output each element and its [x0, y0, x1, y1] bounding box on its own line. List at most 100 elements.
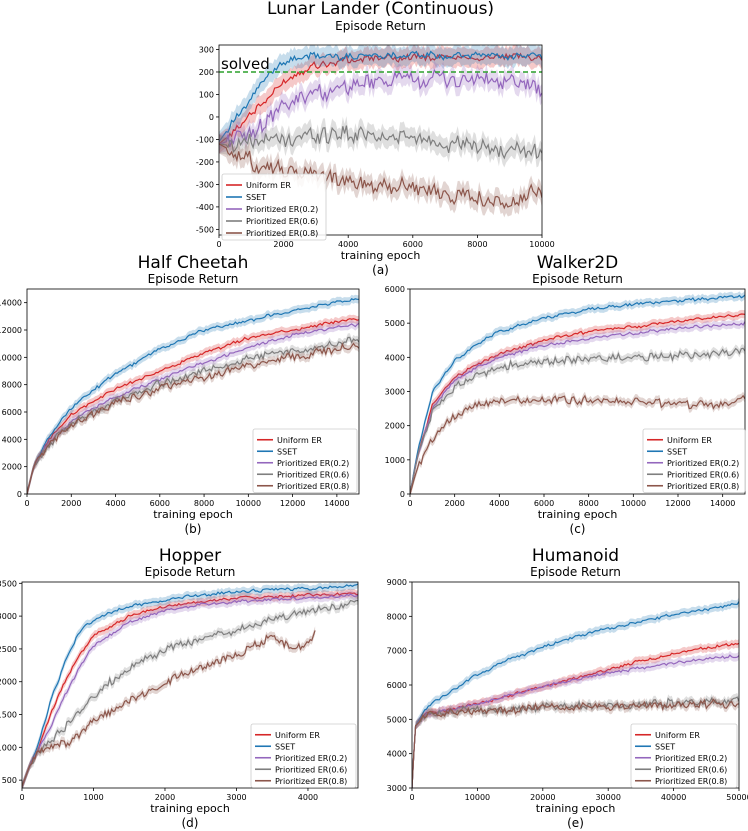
- x-tick-label: 30000: [595, 793, 620, 802]
- series-band-3: [412, 692, 739, 788]
- legend: Uniform ER SSET Prioritized ER(0.2) Priorit…: [252, 428, 358, 493]
- series-band-2: [27, 319, 359, 494]
- series-band-0: [410, 309, 745, 494]
- chart-title: Hopper: [159, 546, 221, 566]
- panel-caption: (d): [182, 816, 199, 830]
- x-tick-label: 20000: [530, 793, 555, 802]
- y-tick-label: 10000: [0, 353, 22, 362]
- chart-subtitle: Episode Return: [335, 19, 426, 33]
- y-tick-label: 4000: [387, 750, 407, 759]
- y-tick-label: 0: [209, 113, 214, 122]
- panel-caption: (c): [570, 522, 586, 536]
- series-band-2: [410, 317, 745, 494]
- y-tick-label: 1000: [385, 456, 405, 465]
- y-tick-label: 6000: [385, 285, 405, 294]
- x-tick-label: 40000: [661, 793, 686, 802]
- legend-entry-4: Prioritized ER(0.8): [667, 482, 739, 491]
- series-line-4: [22, 630, 316, 787]
- y-tick-label: 8000: [2, 381, 22, 390]
- y-tick-label: 1500: [0, 711, 17, 720]
- legend-entry-2: Prioritized ER(0.2): [246, 205, 318, 214]
- legend-entry-3: Prioritized ER(0.6): [667, 470, 739, 479]
- series-line-2: [22, 593, 358, 787]
- axes-frame: [26, 288, 360, 495]
- series-line-3: [219, 125, 542, 160]
- series-band-0: [27, 314, 359, 494]
- legend-box: [250, 723, 357, 788]
- chart-subtitle: Episode Return: [148, 272, 239, 286]
- x-tick-label: 10000: [465, 793, 490, 802]
- panel-caption: (e): [567, 816, 584, 830]
- y-tick-label: 5000: [385, 319, 405, 328]
- legend-entry-1: SSET: [277, 447, 297, 456]
- series-line-1: [219, 50, 542, 143]
- series-band-3: [27, 333, 359, 494]
- y-tick-label: 3000: [0, 612, 17, 621]
- series-line-0: [219, 52, 542, 145]
- chart-title: Half Cheetah: [138, 253, 249, 273]
- y-tick-label: 300: [199, 45, 214, 54]
- legend: Uniform ER SSET Prioritized ER(0.2) Priorit…: [250, 723, 357, 788]
- axes-frame: [218, 44, 543, 236]
- series-line-2: [27, 322, 359, 494]
- legend-entry-3: Prioritized ER(0.6): [246, 217, 318, 226]
- chart-subtitle: Episode Return: [145, 565, 236, 579]
- x-axis-label: training epoch: [536, 802, 616, 815]
- x-tick-label: 4000: [105, 499, 125, 508]
- legend-entry-2: Prioritized ER(0.2): [277, 459, 349, 468]
- axes-frame: [21, 581, 359, 789]
- y-tick-label: 2000: [0, 678, 17, 687]
- legend-entry-0: Uniform ER: [275, 731, 320, 740]
- y-tick-label: -100: [196, 135, 214, 144]
- chart-title: Lunar Lander (Continuous): [267, 0, 494, 19]
- x-axis-label: training epoch: [341, 249, 421, 262]
- x-tick-label: 14000: [710, 499, 735, 508]
- y-tick-label: 3500: [0, 579, 17, 588]
- legend-entry-0: Uniform ER: [246, 181, 291, 190]
- series-band-1: [219, 45, 542, 152]
- legend-entry-1: SSET: [655, 742, 675, 751]
- plot-area: [412, 597, 739, 788]
- x-tick-label: 1000: [83, 793, 103, 802]
- chart-title: Humanoid: [532, 546, 619, 566]
- legend: Uniform ER SSET Prioritized ER(0.2) Priorit…: [642, 428, 746, 493]
- panel-caption: (a): [372, 263, 389, 277]
- reference-label: solved: [221, 55, 270, 73]
- x-tick-label: 2000: [444, 499, 464, 508]
- legend-entry-4: Prioritized ER(0.8): [655, 777, 727, 786]
- x-axis-label: training epoch: [150, 802, 230, 815]
- legend-entry-0: Uniform ER: [655, 731, 700, 740]
- panel-0: Lunar Lander (Continuous)Episode Return s…: [196, 0, 555, 277]
- x-tick-label: 8000: [194, 499, 214, 508]
- legend-entry-3: Prioritized ER(0.6): [655, 765, 727, 774]
- chart-subtitle: Episode Return: [530, 565, 621, 579]
- y-tick-label: 2500: [0, 645, 17, 654]
- series-line-0: [27, 318, 359, 494]
- y-tick-label: -400: [196, 203, 214, 212]
- x-tick-label: 6000: [150, 499, 170, 508]
- y-tick-label: 0: [400, 490, 405, 499]
- y-tick-label: 9000: [387, 578, 407, 587]
- x-tick-label: 2000: [273, 240, 293, 249]
- plot-area: [410, 290, 745, 494]
- x-axis-label: training epoch: [153, 508, 233, 521]
- x-tick-label: 0: [24, 499, 29, 508]
- series-line-1: [410, 294, 745, 494]
- legend: Uniform ER SSET Prioritized ER(0.2) Priorit…: [630, 723, 738, 788]
- series-line-1: [412, 601, 739, 788]
- x-tick-label: 4000: [489, 499, 509, 508]
- x-axis-label: training epoch: [538, 508, 618, 521]
- legend-entry-3: Prioritized ER(0.6): [275, 765, 347, 774]
- series-line-1: [22, 583, 358, 787]
- x-tick-label: 12000: [665, 499, 690, 508]
- y-tick-label: 8000: [387, 612, 407, 621]
- series-band-3: [219, 116, 542, 168]
- y-tick-label: 3000: [385, 388, 405, 397]
- series-band-2: [219, 60, 542, 157]
- x-tick-label: 12000: [280, 499, 305, 508]
- legend-entry-1: SSET: [275, 742, 295, 751]
- y-tick-label: 100: [199, 90, 214, 99]
- legend-entry-3: Prioritized ER(0.6): [277, 470, 349, 479]
